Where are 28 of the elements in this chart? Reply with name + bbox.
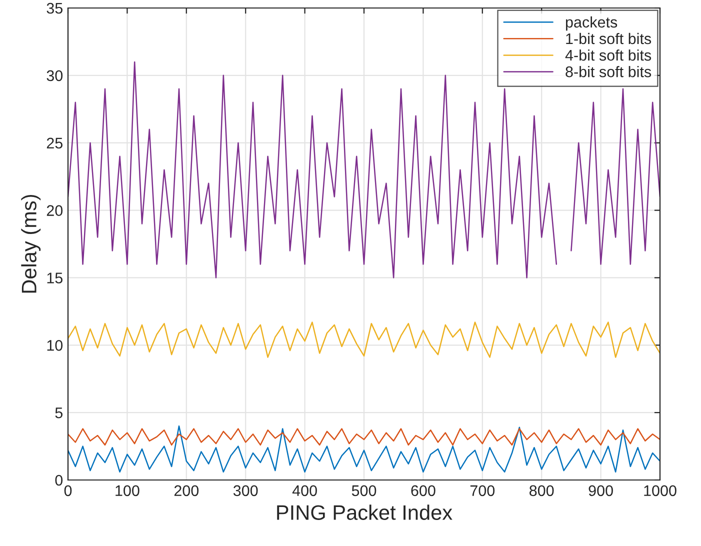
y-tick-label: 30	[46, 70, 63, 82]
x-tick-label: 400	[292, 485, 317, 496]
legend-label: 1-bit soft bits	[566, 32, 652, 44]
line-series	[68, 428, 660, 446]
x-tick-label: 700	[470, 485, 495, 496]
x-tick-label: 900	[588, 485, 613, 496]
line-series	[68, 322, 660, 358]
x-axis-title: PING Packet Index	[277, 504, 452, 520]
y-tick-label: 5	[55, 408, 62, 418]
x-tick-label: 200	[174, 485, 199, 496]
x-tick-label: 1000	[644, 485, 676, 496]
legend-label: packets	[566, 16, 618, 31]
legend-label: 4-bit soft bits	[565, 49, 652, 61]
x-tick-label: 300	[233, 485, 258, 496]
x-tick-label: 500	[352, 485, 376, 496]
x-tick-label: 800	[530, 485, 554, 496]
y-tick-label: 15	[47, 272, 62, 284]
y-tick-label: 35	[46, 2, 62, 14]
line-series	[68, 425, 660, 473]
y-axis-title: Delay (ms)	[21, 194, 41, 293]
legend-label: 8-bit soft bits	[566, 66, 652, 78]
y-tick-label: 0	[55, 474, 63, 486]
y-tick-label: 10	[47, 340, 63, 351]
x-tick-label: 600	[411, 485, 436, 496]
y-tick-label: 20	[46, 205, 63, 216]
y-tick-label: 25	[46, 138, 62, 149]
x-tick-label: 0	[64, 485, 72, 496]
x-tick-label: 100	[116, 485, 140, 496]
